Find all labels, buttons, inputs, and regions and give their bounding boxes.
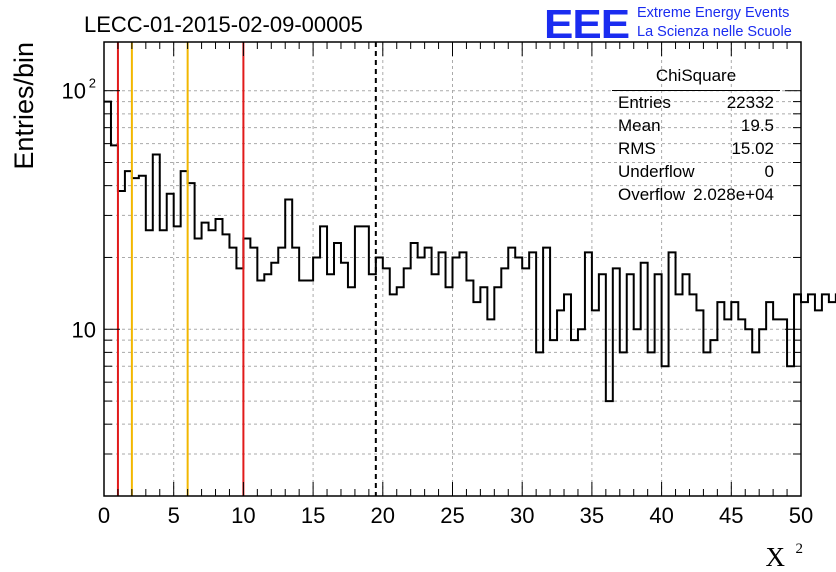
x-tick-label: 10 — [231, 503, 255, 528]
stats-value: 0 — [764, 162, 774, 181]
x-tick-label: 30 — [510, 503, 534, 528]
stats-label: Overflow — [618, 185, 686, 204]
x-tick-label: 50 — [789, 503, 813, 528]
histogram-series — [104, 100, 836, 403]
stats-value: 19.5 — [740, 116, 774, 135]
stats-box: ChiSquare Entries 22332 Mean 19.5 RMS 15… — [612, 66, 780, 207]
x-tick-label: 15 — [301, 503, 325, 528]
y-axis-label: Entries/bin — [9, 42, 39, 170]
y-tick-label: 10 — [62, 79, 86, 104]
stats-label: RMS — [618, 139, 656, 158]
x-tick-label: 25 — [440, 503, 464, 528]
stats-label: Entries — [618, 93, 671, 112]
stats-row-underflow: Underflow 0 — [618, 162, 774, 184]
x-axis-label-exponent: 2 — [796, 541, 804, 557]
x-tick-label: 0 — [98, 503, 110, 528]
x-tick-label: 45 — [719, 503, 743, 528]
x-tick-label: 20 — [371, 503, 395, 528]
logo-caption: Extreme Energy Events La Scienza nelle S… — [637, 4, 792, 42]
stats-value: 2.028e+04 — [693, 185, 774, 204]
x-axis-label: X — [766, 542, 786, 572]
logo-caption-line-2: La Scienza nelle Scuole — [637, 24, 792, 40]
stats-row-overflow: Overflow 2.028e+04 — [618, 185, 774, 207]
stats-row-entries: Entries 22332 — [618, 93, 774, 115]
logo-caption-line-1: Extreme Energy Events — [637, 5, 790, 21]
stats-value: 15.02 — [731, 139, 774, 158]
stats-row-mean: Mean 19.5 — [618, 116, 774, 138]
run-title: LECC-01-2015-02-09-00005 — [84, 12, 363, 37]
x-tick-label: 35 — [580, 503, 604, 528]
x-tick-label: 5 — [168, 503, 180, 528]
stats-label: Underflow — [618, 162, 695, 181]
y-tick-label-exponent: 2 — [89, 76, 96, 91]
x-tick-label: 40 — [649, 503, 673, 528]
stats-row-rms: RMS 15.02 — [618, 139, 774, 161]
stats-label: Mean — [618, 116, 661, 135]
stats-value: 22332 — [726, 93, 774, 112]
stats-divider — [612, 90, 780, 91]
eee-logo: EEE — [544, 2, 630, 48]
y-tick-label: 10 — [72, 317, 96, 342]
stats-title: ChiSquare — [655, 66, 737, 85]
